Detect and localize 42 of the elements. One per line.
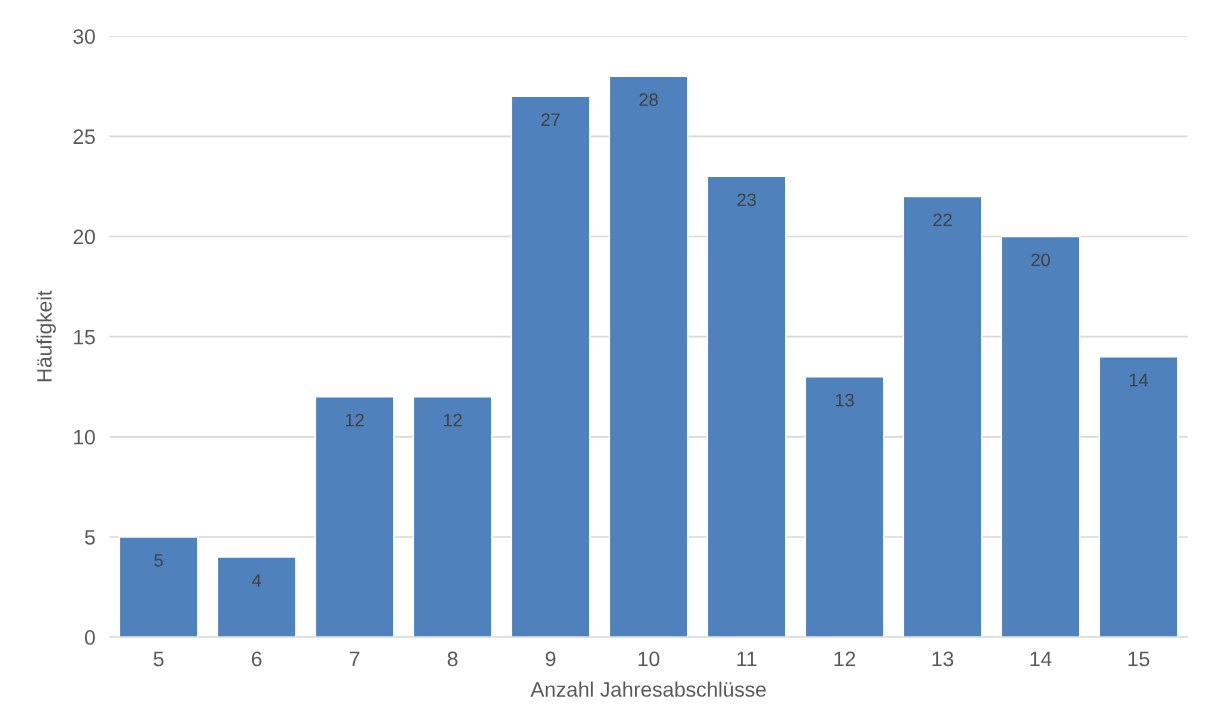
data-label: 28 xyxy=(639,93,658,107)
bar xyxy=(314,396,395,638)
y-tick-label: 20 xyxy=(73,229,95,245)
x-tick-label: 8 xyxy=(447,651,458,667)
bar xyxy=(510,95,591,638)
x-axis-title: Anzahl Jahresabschlüsse xyxy=(530,681,766,697)
y-tick-label: 0 xyxy=(84,630,95,645)
bar xyxy=(902,195,983,638)
data-label: 5 xyxy=(154,554,163,567)
x-tick-label: 13 xyxy=(932,651,954,667)
x-tick-label: 12 xyxy=(834,651,856,667)
y-tick-label: 25 xyxy=(73,129,95,145)
y-tick-label: 30 xyxy=(73,29,95,44)
y-tick-label: 10 xyxy=(74,429,95,445)
x-tick-label: 14 xyxy=(1030,651,1052,667)
bar xyxy=(412,396,493,638)
data-label: 27 xyxy=(541,113,560,126)
bar xyxy=(1000,235,1081,638)
x-tick-label: 9 xyxy=(545,651,556,667)
data-label: 14 xyxy=(1129,373,1149,387)
data-label: 12 xyxy=(443,413,462,427)
bar xyxy=(216,556,297,638)
bar xyxy=(1098,355,1179,638)
x-tick-label: 5 xyxy=(153,651,164,667)
bar xyxy=(804,376,885,638)
data-label: 13 xyxy=(835,393,854,407)
x-tick-label: 11 xyxy=(737,651,757,667)
y-tick-label: 15 xyxy=(74,329,95,345)
data-label: 12 xyxy=(345,413,364,427)
data-label: 22 xyxy=(933,213,952,227)
x-tick-label: 10 xyxy=(638,651,660,667)
x-tick-label: 6 xyxy=(251,651,262,667)
bar xyxy=(608,75,689,638)
x-tick-label: 15 xyxy=(1128,651,1150,667)
data-label: 20 xyxy=(1031,253,1050,267)
y-axis-title: Häufigkeit xyxy=(36,290,56,382)
y-tick-label: 5 xyxy=(84,530,95,545)
bar xyxy=(118,536,199,638)
bar xyxy=(706,175,787,638)
x-tick-label: 7 xyxy=(349,651,360,667)
data-label: 4 xyxy=(252,574,262,587)
data-label: 23 xyxy=(737,193,756,207)
